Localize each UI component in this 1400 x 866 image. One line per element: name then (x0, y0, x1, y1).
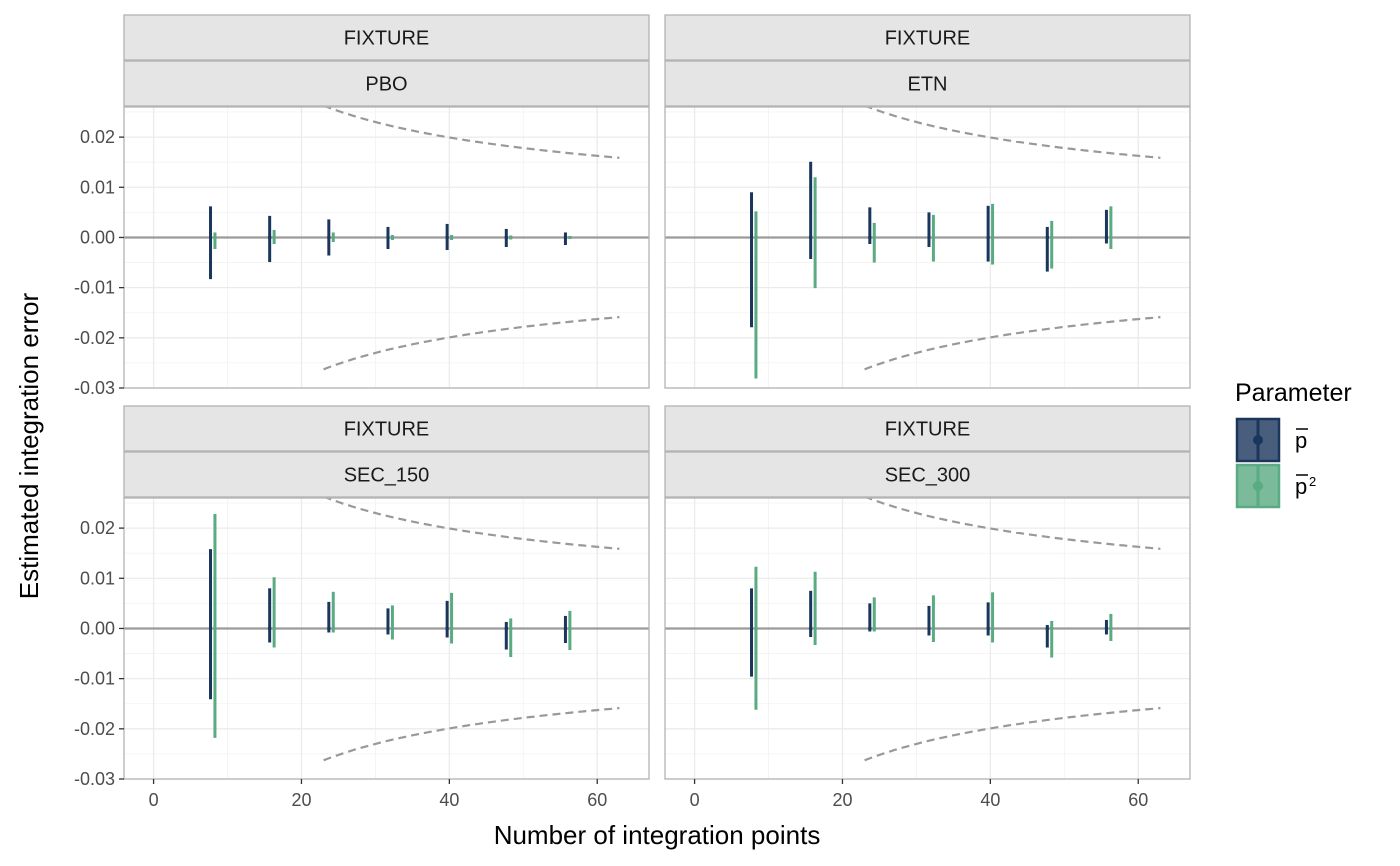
y-axis-title: Estimated integration error (14, 292, 44, 599)
facet-strip-bottom-label: SEC_150 (344, 465, 430, 487)
axes: -0.03 -0.02 -0.01 0.00 0.01 0.02 -0.03 -0.02 -0.… (74, 127, 1148, 810)
facet-strip-top-label: FIXTURE (344, 28, 430, 50)
y-tick-label: 0.00 (80, 618, 115, 638)
reference-bounds (864, 107, 1161, 371)
reference-bounds (323, 107, 620, 371)
x-tick-label: 0 (149, 790, 159, 810)
reference-bounds (864, 498, 1161, 762)
y-tick-label: -0.01 (74, 278, 115, 298)
y-tick-label: -0.03 (74, 769, 115, 789)
x-tick-label: 0 (690, 790, 700, 810)
facet-panel: FIXTURE ETN (664, 14, 1191, 389)
y-tick-label: -0.02 (74, 719, 115, 739)
facet-strip-bottom-label: PBO (365, 74, 407, 96)
facet-panels: FIXTUREPBOFIXTUREETNFIXTURESEC_150FIXTUR… (123, 14, 1191, 780)
y-tick-label: -0.01 (74, 669, 115, 689)
x-tick-label: 20 (832, 790, 852, 810)
upper-bound-curve (865, 107, 1161, 159)
facet-strip-top-label: FIXTURE (885, 419, 971, 441)
y-tick-label: 0.02 (80, 518, 115, 538)
facet-panel: FIXTURE SEC_150 (123, 405, 650, 780)
facet-strip-top-label: FIXTURE (344, 419, 430, 441)
facet-strip-top (664, 14, 1191, 61)
panel-border (123, 497, 650, 780)
legend-entry: p (1235, 417, 1308, 463)
y-tick-label: -0.03 (74, 378, 115, 398)
x-tick-label: 20 (291, 790, 311, 810)
lower-bound-curve (323, 316, 620, 371)
legend: Parameter pp 2 (1235, 379, 1352, 509)
facet-strip-bottom (123, 451, 650, 498)
facet-strip-bottom (123, 60, 650, 107)
reference-bounds (323, 498, 620, 762)
error-bars (750, 161, 1113, 379)
x-tick-label: 60 (1128, 790, 1148, 810)
y-tick-label: 0.00 (80, 227, 115, 247)
facet-strip-bottom-label: ETN (908, 74, 948, 96)
y-tick-label: 0.01 (80, 177, 115, 197)
error-bars (750, 566, 1113, 710)
upper-bound-curve (865, 498, 1161, 550)
x-tick-label: 40 (439, 790, 459, 810)
x-axis-title: Number of integration points (494, 820, 821, 850)
facet-panel: FIXTURE PBO (123, 14, 650, 389)
facet-strip-top (123, 405, 650, 452)
upper-bound-curve (324, 107, 620, 159)
y-tick-label: -0.02 (74, 328, 115, 348)
facet-panel: FIXTURE SEC_300 (664, 405, 1191, 780)
facet-strip-top (664, 405, 1191, 452)
x-tick-label: 40 (980, 790, 1000, 810)
panel-border (664, 497, 1191, 780)
legend-title: Parameter (1235, 379, 1352, 407)
lower-bound-curve (864, 707, 1161, 762)
facet-strip-top-label: FIXTURE (885, 28, 971, 50)
panel-border (664, 106, 1191, 389)
facet-strip-bottom (664, 451, 1191, 498)
lower-bound-curve (864, 316, 1161, 371)
y-tick-label: 0.01 (80, 568, 115, 588)
x-tick-label: 60 (587, 790, 607, 810)
legend-label: p (1295, 474, 1307, 499)
y-tick-label: 0.02 (80, 127, 115, 147)
error-bars (209, 206, 572, 280)
panel-border (123, 106, 650, 389)
legend-label-superscript: 2 (1309, 474, 1316, 489)
legend-label: p (1295, 428, 1307, 453)
lower-bound-curve (323, 707, 620, 762)
legend-key-point (1253, 481, 1263, 491)
facet-strip-bottom (664, 60, 1191, 107)
facet-strip-bottom-label: SEC_300 (885, 465, 971, 487)
error-bars (209, 514, 572, 738)
legend-key-point (1253, 435, 1263, 445)
facet-strip-top (123, 14, 650, 61)
upper-bound-curve (324, 498, 620, 550)
